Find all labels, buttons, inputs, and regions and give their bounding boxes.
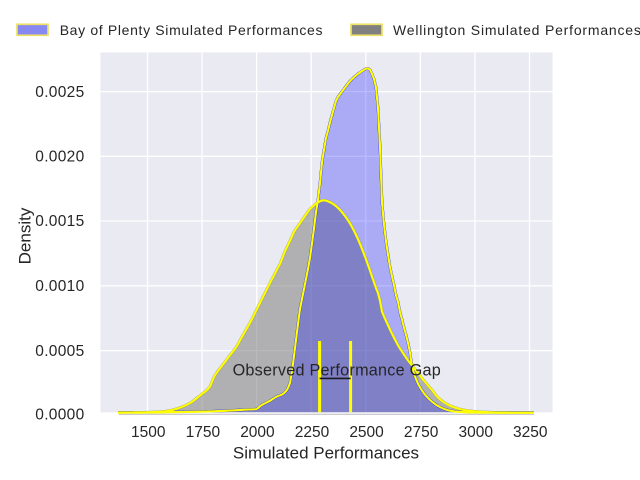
svg-text:0.0000: 0.0000 — [35, 407, 84, 424]
svg-text:3250: 3250 — [513, 424, 548, 441]
svg-text:1500: 1500 — [131, 424, 166, 441]
svg-text:2000: 2000 — [240, 424, 275, 441]
svg-text:2500: 2500 — [349, 424, 384, 441]
svg-text:Bay of Plenty Simulated Perfor: Bay of Plenty Simulated Performances — [60, 22, 323, 38]
svg-text:0.0010: 0.0010 — [35, 278, 84, 295]
svg-text:Simulated Performances: Simulated Performances — [233, 444, 419, 463]
svg-text:0.0025: 0.0025 — [35, 84, 84, 101]
svg-text:Observed Performance Gap: Observed Performance Gap — [233, 362, 441, 380]
svg-text:0.0020: 0.0020 — [35, 149, 84, 166]
svg-text:0.0015: 0.0015 — [35, 213, 84, 230]
svg-text:2250: 2250 — [295, 424, 330, 441]
svg-text:3000: 3000 — [458, 424, 493, 441]
svg-text:0.0005: 0.0005 — [35, 343, 84, 360]
svg-text:1750: 1750 — [186, 424, 221, 441]
svg-text:Density: Density — [16, 207, 35, 264]
svg-text:Wellington Simulated Performan: Wellington Simulated Performances — [393, 22, 640, 38]
svg-text:2750: 2750 — [404, 424, 439, 441]
